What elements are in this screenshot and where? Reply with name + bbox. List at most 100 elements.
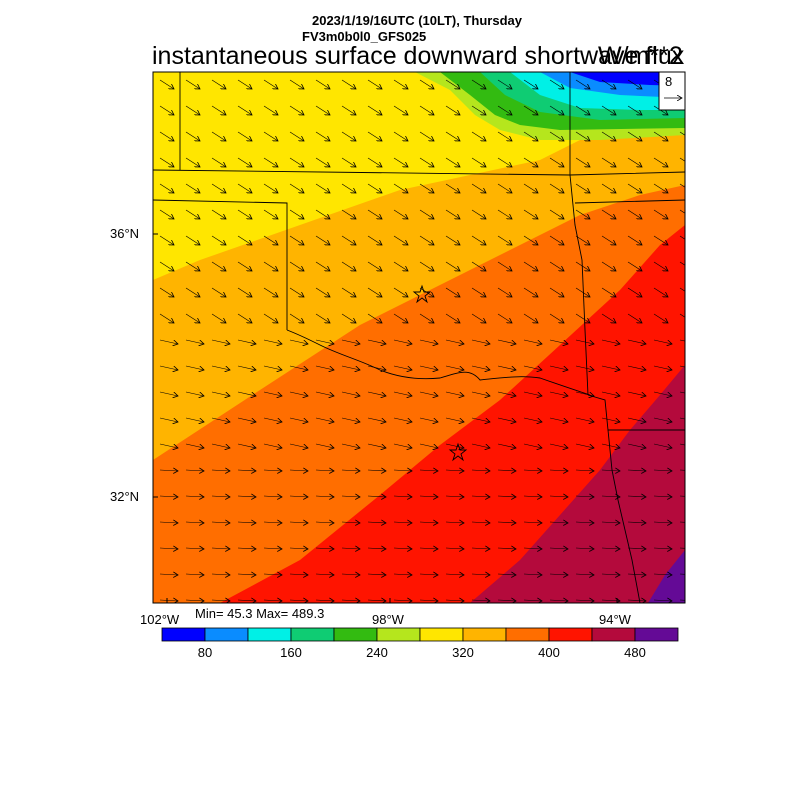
wind-arrow bbox=[211, 365, 230, 370]
wind-arrow bbox=[523, 574, 542, 575]
wind-arrow bbox=[627, 600, 646, 601]
wind-arrow bbox=[393, 261, 408, 271]
wind-arrow bbox=[653, 313, 668, 323]
wind-arrow bbox=[419, 548, 438, 549]
colorbar-swatch bbox=[548, 627, 593, 642]
wind-arrow bbox=[445, 261, 460, 271]
wind-arrow bbox=[549, 183, 564, 193]
wind-arrow bbox=[471, 79, 486, 89]
wind-arrow bbox=[627, 287, 642, 297]
wind-arrow bbox=[237, 79, 252, 89]
wind-arrow bbox=[263, 443, 282, 448]
wind-arrow bbox=[471, 522, 490, 523]
wind-arrow bbox=[471, 131, 486, 141]
wind-arrow bbox=[237, 287, 252, 297]
wind-arrow bbox=[367, 209, 382, 219]
wind-arrow bbox=[653, 183, 668, 193]
wind-arrow bbox=[367, 522, 386, 523]
wind-arrow bbox=[211, 339, 230, 344]
wind-arrow bbox=[211, 391, 230, 396]
wind-arrow bbox=[523, 209, 538, 219]
wind-arrow bbox=[471, 600, 490, 601]
wind-arrow bbox=[367, 417, 386, 422]
wind-arrow bbox=[627, 443, 646, 448]
wind-arrow bbox=[549, 287, 564, 297]
wind-arrow bbox=[497, 105, 512, 115]
wind-arrow bbox=[315, 496, 334, 497]
wind-arrow bbox=[367, 261, 382, 271]
wind-arrow bbox=[575, 313, 590, 323]
wind-arrow bbox=[237, 339, 256, 344]
wind-arrow bbox=[653, 339, 672, 344]
wind-arrow bbox=[445, 105, 460, 115]
wind-arrow bbox=[341, 574, 360, 575]
wind-arrow bbox=[367, 79, 382, 89]
wind-arrow bbox=[679, 339, 685, 342]
wind-arrow bbox=[549, 600, 568, 601]
wind-arrow bbox=[263, 548, 282, 549]
wind-arrow bbox=[237, 496, 256, 497]
wind-arrow bbox=[393, 287, 408, 297]
wind-arrow bbox=[575, 391, 594, 396]
wind-arrow bbox=[627, 79, 642, 89]
wind-arrow bbox=[419, 522, 438, 523]
wind-arrow bbox=[471, 470, 490, 471]
wind-arrow bbox=[393, 365, 412, 370]
wind-arrow bbox=[419, 365, 438, 370]
wind-arrow bbox=[159, 391, 178, 396]
wind-arrow bbox=[393, 391, 412, 396]
wind-arrow bbox=[393, 105, 408, 115]
wind-arrow bbox=[575, 522, 594, 523]
wind-arrow bbox=[159, 470, 178, 471]
wind-arrow bbox=[601, 365, 620, 370]
wind-arrow bbox=[289, 574, 308, 575]
wind-arrow bbox=[549, 548, 568, 549]
wind-arrow bbox=[393, 183, 408, 193]
wind-arrow bbox=[523, 105, 538, 115]
wind-arrow bbox=[627, 183, 642, 193]
wind-arrow bbox=[185, 496, 204, 497]
wind-arrow bbox=[237, 391, 256, 396]
wind-arrow bbox=[471, 287, 486, 297]
wind-arrow bbox=[237, 183, 252, 193]
wind-arrow bbox=[159, 496, 178, 497]
wind-arrow bbox=[471, 105, 486, 115]
wind-arrow bbox=[263, 496, 282, 497]
wind-arrow bbox=[523, 443, 542, 448]
wind-arrow bbox=[393, 496, 412, 497]
wind-arrow bbox=[237, 157, 252, 167]
wind-arrow bbox=[211, 235, 226, 245]
wind-arrow bbox=[289, 235, 304, 245]
wind-arrow bbox=[393, 157, 408, 167]
vector-ref-value: 8 bbox=[665, 74, 673, 89]
wind-arrow bbox=[601, 313, 616, 323]
wind-arrow bbox=[211, 417, 230, 422]
wind-arrow bbox=[289, 470, 308, 471]
wind-arrow bbox=[393, 235, 408, 245]
wind-arrow bbox=[497, 443, 516, 448]
wind-arrow bbox=[237, 131, 252, 141]
wind-arrow bbox=[679, 547, 685, 549]
wind-arrow bbox=[627, 131, 642, 141]
wind-arrow bbox=[445, 287, 460, 297]
wind-arrow bbox=[211, 548, 230, 549]
wind-arrow bbox=[315, 183, 330, 193]
wind-arrow bbox=[315, 261, 330, 271]
wind-arrow bbox=[471, 443, 490, 448]
wind-arrow bbox=[627, 496, 646, 497]
wind-arrow bbox=[289, 496, 308, 497]
wind-arrow bbox=[237, 105, 252, 115]
wind-arrow bbox=[185, 209, 200, 219]
wind-arrow bbox=[471, 548, 490, 549]
city-south-star bbox=[448, 442, 468, 462]
wind-arrow bbox=[419, 209, 434, 219]
wind-arrow bbox=[549, 209, 564, 219]
wind-arrow bbox=[497, 470, 516, 471]
wind-arrow bbox=[601, 391, 620, 396]
wind-arrow bbox=[419, 313, 434, 323]
wind-arrow bbox=[601, 287, 616, 297]
wind-arrow bbox=[523, 131, 538, 141]
wind-arrow bbox=[211, 79, 226, 89]
forecast-datetime: 2023/1/19/16UTC (10LT), Thursday bbox=[311, 13, 522, 28]
